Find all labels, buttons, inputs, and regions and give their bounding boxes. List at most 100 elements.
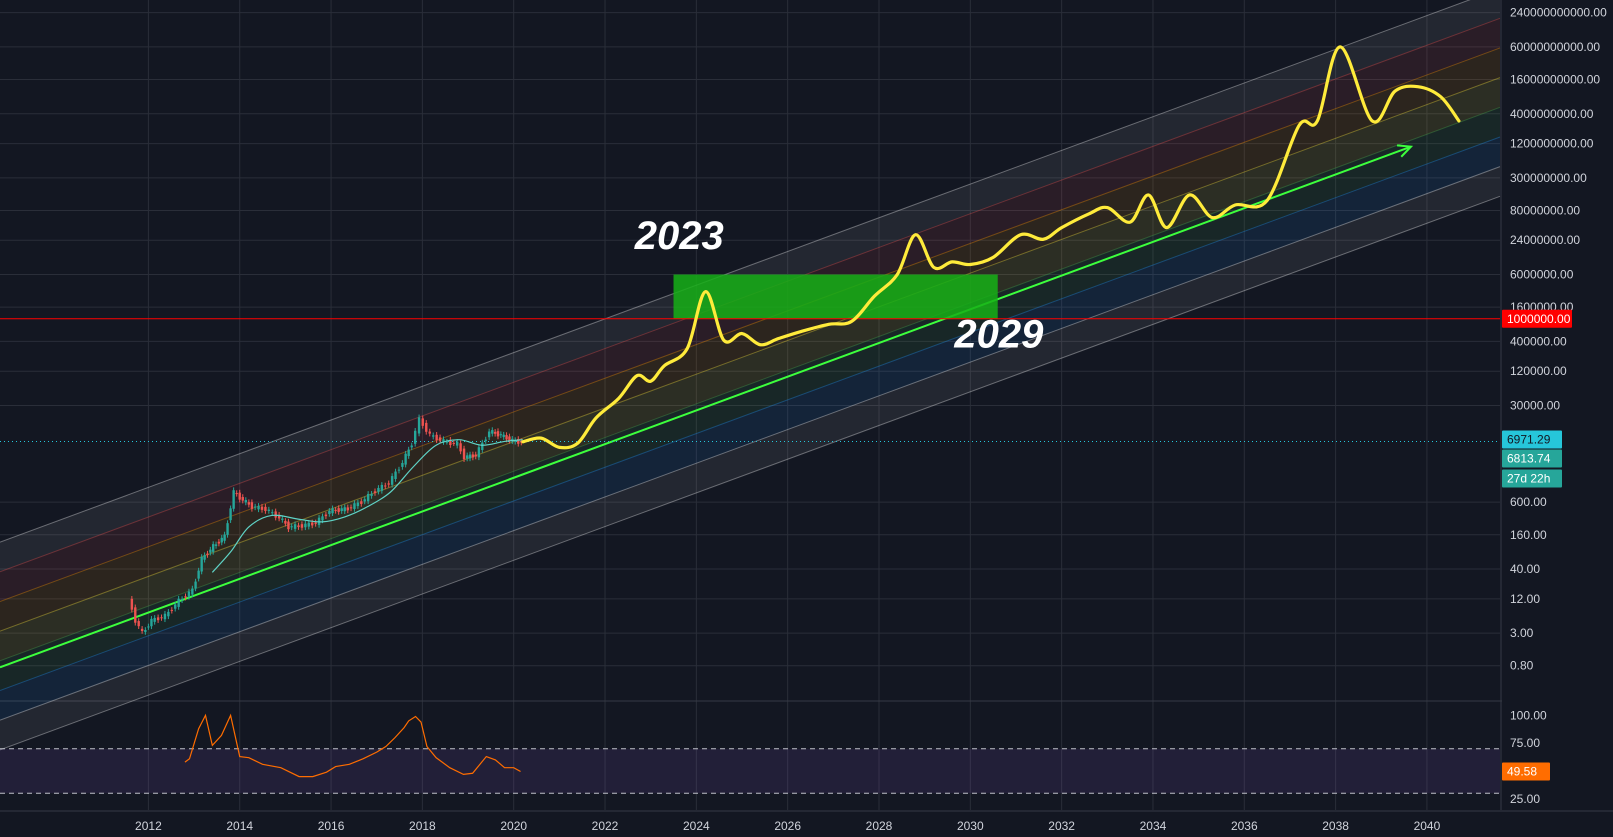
candle-body xyxy=(363,499,366,502)
channel-band-edge-2 xyxy=(0,47,1501,602)
price-axis-label: 60000000000.00 xyxy=(1510,40,1600,54)
candle-body xyxy=(321,516,324,521)
candle-body xyxy=(462,448,466,460)
candle-body xyxy=(410,445,413,448)
price-axis-label: 0.80 xyxy=(1510,659,1534,673)
candle-body xyxy=(438,437,442,441)
candle-body xyxy=(404,453,407,465)
price-axis-label: 300000000.00 xyxy=(1510,171,1587,185)
candle-body xyxy=(394,471,397,480)
candle-body xyxy=(366,493,370,502)
candle-body xyxy=(508,436,511,441)
candle-body xyxy=(304,523,307,528)
candle-body xyxy=(150,618,153,627)
price-axis-label: 80000000.00 xyxy=(1510,203,1580,217)
candle-body xyxy=(153,617,156,622)
time-axis-label: 2012 xyxy=(135,819,162,833)
time-axis-label: 2030 xyxy=(957,819,984,833)
candle-body xyxy=(407,449,410,457)
price-axis-background xyxy=(1502,0,1613,810)
candle-body xyxy=(459,443,462,452)
candle-body xyxy=(244,500,248,503)
candle-body xyxy=(449,439,452,445)
candle-body xyxy=(477,447,481,458)
candle-body xyxy=(170,609,174,611)
candle-body xyxy=(455,441,459,446)
projection-line[interactable] xyxy=(521,45,1461,450)
candle-body xyxy=(484,439,487,442)
candle-body xyxy=(214,544,218,546)
candle-body xyxy=(191,588,194,595)
candle-body xyxy=(384,485,387,487)
time-axis-label: 2040 xyxy=(1414,819,1441,833)
candle-body xyxy=(334,509,337,511)
candle-body xyxy=(247,502,251,505)
candle-body xyxy=(452,442,455,444)
candle-body xyxy=(226,523,229,535)
price-axis-label: 240000000000.00 xyxy=(1510,6,1607,20)
time-axis-label: 2036 xyxy=(1231,819,1258,833)
candle-body xyxy=(413,430,417,444)
candle-body xyxy=(340,508,343,512)
channel-band-5 xyxy=(0,136,1500,721)
close-price-tag: 6813.74 xyxy=(1507,452,1551,466)
candle-body xyxy=(417,417,421,434)
candle-body xyxy=(281,518,284,520)
candle-body xyxy=(324,514,328,517)
oscillator-axis-label: 75.00 xyxy=(1510,736,1540,750)
candle-body xyxy=(337,508,340,512)
candle-body xyxy=(465,455,469,459)
channel-band-3 xyxy=(0,77,1500,661)
time-axis-label: 2038 xyxy=(1322,819,1349,833)
close-price-tag-bg xyxy=(1502,449,1562,468)
candle-body xyxy=(137,621,140,627)
candle-body xyxy=(293,524,297,529)
candle-body xyxy=(514,440,517,442)
time-axis-label: 2018 xyxy=(409,819,436,833)
candle-body xyxy=(257,505,260,510)
channel-band-edge-4 xyxy=(0,106,1501,662)
candle-body xyxy=(229,508,232,521)
candle-body xyxy=(499,434,503,436)
oscillator-band xyxy=(0,748,1500,794)
time-axis[interactable]: 2012 2014 2016 2018 2020 2022 2024 2026 2028 2030… xyxy=(135,819,1441,833)
candle-body xyxy=(487,431,491,438)
candle-body xyxy=(200,556,203,572)
candle-body xyxy=(187,591,191,597)
time-axis-label: 2024 xyxy=(683,819,710,833)
candle-body xyxy=(425,422,428,432)
time-axis-label: 2034 xyxy=(1140,819,1167,833)
candle-body xyxy=(474,454,477,457)
time-axis-label: 2014 xyxy=(226,819,253,833)
time-axis-label: 2016 xyxy=(318,819,345,833)
candle-body xyxy=(197,570,200,579)
price-axis[interactable]: 240000000000.00 60000000000.00 16000000000… xyxy=(1502,0,1613,810)
channel-band-6 xyxy=(0,166,1500,750)
candle-body xyxy=(331,508,334,514)
horizontal-line-tag-bg xyxy=(1502,309,1572,328)
candle-body xyxy=(314,522,317,524)
channel-band-edge-3 xyxy=(0,77,1501,632)
channel-band-edge-0 xyxy=(0,0,1471,543)
price-axis-label: 40.00 xyxy=(1510,562,1540,576)
countdown-tag: 27d 22h xyxy=(1507,472,1550,486)
projection-group xyxy=(521,45,1461,450)
midline-arrowhead xyxy=(1396,144,1414,158)
candle-body xyxy=(360,501,363,504)
candle-body xyxy=(380,484,384,491)
candle-body xyxy=(260,506,264,510)
oscillator-value-tag: 49.58 xyxy=(1507,764,1537,778)
candle-body xyxy=(435,434,438,441)
oscillator-value-tag-bg xyxy=(1502,762,1550,781)
candle-body xyxy=(177,598,180,607)
candle-body xyxy=(401,462,404,467)
candle-body xyxy=(328,510,331,514)
price-axis-label: 1200000000.00 xyxy=(1510,137,1594,151)
candle-body xyxy=(297,525,300,528)
candle-body xyxy=(238,492,241,500)
countdown-tag-bg xyxy=(1502,469,1562,488)
candle-body xyxy=(307,522,310,527)
candle-body xyxy=(346,507,349,511)
price-axis-label: 600.00 xyxy=(1510,495,1547,509)
